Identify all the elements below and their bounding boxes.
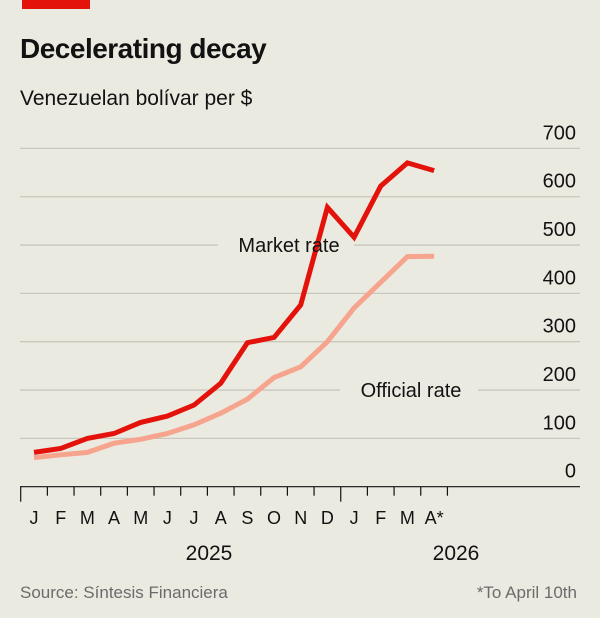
- year-label-2026: 2026: [433, 542, 480, 565]
- y-tick-label: 300: [543, 316, 576, 338]
- x-tick-label: J: [163, 508, 172, 528]
- x-tick-label: S: [241, 508, 253, 528]
- y-tick-label: 100: [543, 412, 576, 434]
- official-label-bg: [340, 373, 478, 403]
- footnote: *To April 10th: [477, 583, 577, 602]
- x-tick-label: A: [108, 508, 120, 528]
- y-tick-label: 0: [565, 461, 576, 483]
- x-tick-label: A*: [425, 508, 444, 528]
- x-tick-label: J: [190, 508, 199, 528]
- y-tick-label: 600: [543, 171, 576, 193]
- chart-title: Decelerating decay: [20, 33, 267, 64]
- x-tick-label: J: [30, 508, 39, 528]
- x-tick-label: M: [400, 508, 415, 528]
- accent-bar: [22, 0, 90, 9]
- x-tick-label: F: [55, 508, 66, 528]
- market-rate-label: Market rate: [238, 235, 339, 257]
- x-tick-label: A: [215, 508, 227, 528]
- y-tick-label: 200: [543, 364, 576, 386]
- x-tick-label: F: [375, 508, 386, 528]
- x-tick-label: D: [321, 508, 334, 528]
- x-tick-label: M: [133, 508, 148, 528]
- official-rate-label: Official rate: [361, 380, 462, 402]
- x-tick-label: N: [294, 508, 307, 528]
- chart-subtitle: Venezuelan bolívar per $: [20, 87, 253, 110]
- x-tick-label: J: [350, 508, 359, 528]
- market-rate-line: [33, 160, 435, 455]
- source-note: Source: Síntesis Financiera: [20, 583, 228, 602]
- y-tick-label: 400: [543, 267, 576, 289]
- y-tick-label: 700: [543, 122, 576, 144]
- x-tick-label: M: [80, 508, 95, 528]
- y-tick-label: 500: [543, 219, 576, 241]
- x-tick-label: O: [267, 508, 281, 528]
- year-label-2025: 2025: [186, 542, 233, 565]
- market-label-bg: [218, 228, 354, 258]
- official-rate-line: [33, 253, 435, 461]
